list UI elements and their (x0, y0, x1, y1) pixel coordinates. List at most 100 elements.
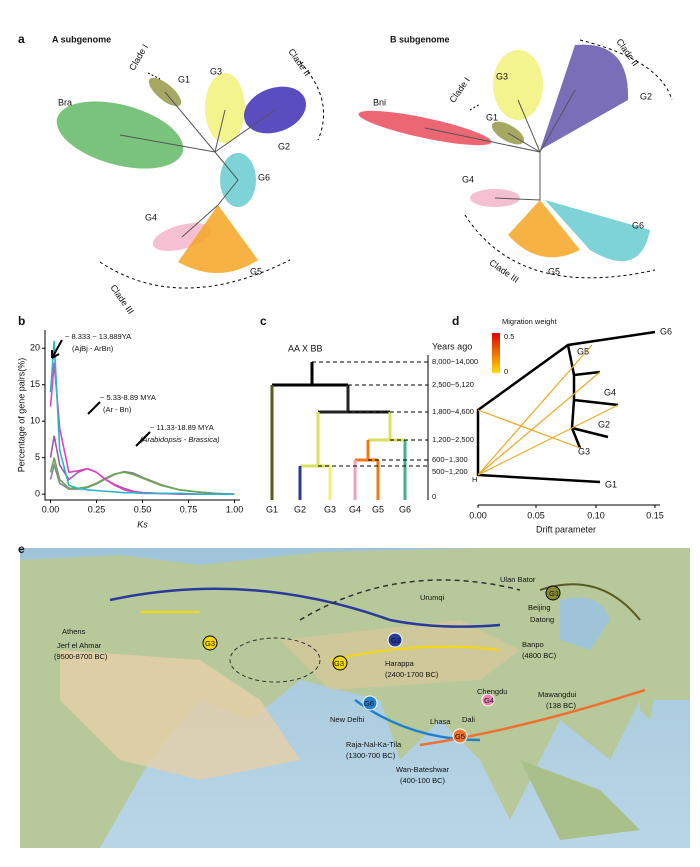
label: G4 (145, 212, 157, 222)
place-label: Beijing (528, 603, 551, 612)
label: G2 (278, 141, 290, 151)
place-label: Jerf el Ahmar (57, 641, 102, 650)
annotation: ~ 8.333 ~ 13.889YA (65, 332, 131, 341)
subgenome-title: B subgenome (390, 34, 450, 44)
place-label: Raja-Nal-Ka-Tila (346, 740, 402, 749)
label: Clade III (487, 257, 520, 284)
year-label: 2,500~5,120 (432, 380, 474, 389)
place-label: Harappa (385, 659, 415, 668)
label: G3 (496, 71, 508, 81)
annotation: (Ar - Bn) (103, 405, 132, 414)
year-label: 8,000~14,000 (432, 357, 478, 366)
place-label: (2400-1700 BC) (385, 670, 439, 679)
label: G5 (548, 266, 560, 276)
x-tick-label: 1.00 (226, 504, 244, 514)
years-title: Years ago (432, 341, 472, 351)
node-label: H (472, 475, 477, 484)
y-tick-label: 15 (30, 379, 40, 389)
line (49, 340, 235, 495)
tree-b (358, 39, 673, 279)
place-label: G3 (334, 659, 344, 668)
year-label: 500~1,200 (432, 467, 468, 476)
panel-label: d (452, 314, 459, 328)
place-label: New Delhi (330, 715, 365, 724)
x-tick-label: 0.15 (646, 510, 664, 520)
year-label: 600~1,300 (432, 455, 468, 464)
line (49, 461, 235, 495)
place-label: G6 (364, 699, 374, 708)
place-label: Wan-Bateshwar (396, 765, 450, 774)
x-tick-label: 0.00 (42, 504, 60, 514)
axis (44, 330, 240, 501)
x-tick-label: 0.75 (180, 504, 198, 514)
leaf-label: G6 (399, 504, 411, 514)
node-label: G1 (605, 479, 617, 489)
place-label: G1 (549, 589, 559, 598)
place-label: Banpo (522, 640, 544, 649)
arrow (87, 401, 101, 415)
leaf-label: G5 (372, 504, 384, 514)
arrow (135, 431, 151, 447)
x-axis-label: Drift parameter (536, 524, 596, 534)
place-label: Urumqi (420, 593, 445, 602)
place-label: G3 (205, 639, 215, 648)
place-label: Mawangdui (538, 690, 577, 699)
node-label: G2 (598, 419, 610, 429)
annotation: ~ 11.33-18.89 MYA (150, 423, 214, 432)
label: Bni (373, 97, 386, 107)
y-tick-label: 5 (35, 452, 40, 462)
x-tick-label: 0.50 (134, 504, 152, 514)
place-label: (138 BC) (546, 701, 577, 710)
node-label: G5 (577, 346, 589, 356)
label: Clade III (108, 283, 135, 316)
x-tick-label: 0.10 (587, 510, 605, 520)
label: G1 (486, 112, 498, 122)
place-label: (9500-8700 BC) (54, 652, 108, 661)
label: Bra (58, 97, 72, 107)
panel-label: b (18, 314, 25, 328)
label: G3 (210, 66, 222, 76)
label: G1 (178, 74, 190, 84)
label: G6 (258, 172, 270, 182)
subgenome-title: A subgenome (52, 34, 111, 44)
label: Clade I (127, 42, 150, 72)
x-axis-label: Ks (137, 519, 148, 529)
label: G5 (250, 266, 262, 276)
year-label: 1,200~2,500 (432, 435, 474, 444)
x-tick-label: 0.25 (88, 504, 106, 514)
panel-label: e (18, 542, 25, 556)
place-label: (4800 BC) (522, 651, 557, 660)
x-tick-label: 0.00 (469, 510, 487, 520)
place-label: Lhasa (430, 717, 451, 726)
year-label: 0 (432, 492, 436, 501)
tree-c (270, 355, 429, 500)
legend-label: 0 (504, 367, 508, 376)
y-axis-label: Percentage of gene pairs(%) (16, 358, 26, 473)
place-label: Dali (462, 715, 475, 724)
place-label: G4 (484, 696, 494, 705)
year-label: 1,800~4,600 (432, 407, 474, 416)
place-label: Datong (530, 615, 554, 624)
line (49, 457, 235, 495)
place-label: (400-100 BC) (400, 776, 446, 785)
place-label: (1300-700 BC) (346, 751, 396, 760)
arrow (51, 339, 63, 359)
root-label: AA X BB (288, 343, 323, 353)
place-label: G5 (455, 732, 465, 741)
leaf-label: G1 (266, 504, 278, 514)
node-label: G3 (578, 446, 590, 456)
line (49, 435, 235, 495)
annotation: (Arabidopsis - Brassica) (140, 435, 220, 444)
y-tick-label: 20 (30, 343, 40, 353)
node-label: G6 (660, 326, 672, 336)
label: G4 (462, 174, 474, 184)
node-label: G4 (604, 387, 616, 397)
place-label: Ulan Bator (500, 575, 536, 584)
label: Clade I (447, 75, 472, 104)
leaf-label: G2 (294, 504, 306, 514)
leaf-label: G3 (324, 504, 336, 514)
y-tick-label: 0 (35, 489, 40, 499)
label: Clade II (286, 47, 312, 78)
y-tick-label: 10 (30, 416, 40, 426)
